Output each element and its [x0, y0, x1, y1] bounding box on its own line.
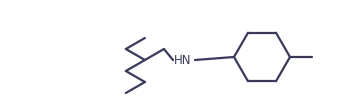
- Text: HN: HN: [174, 54, 192, 66]
